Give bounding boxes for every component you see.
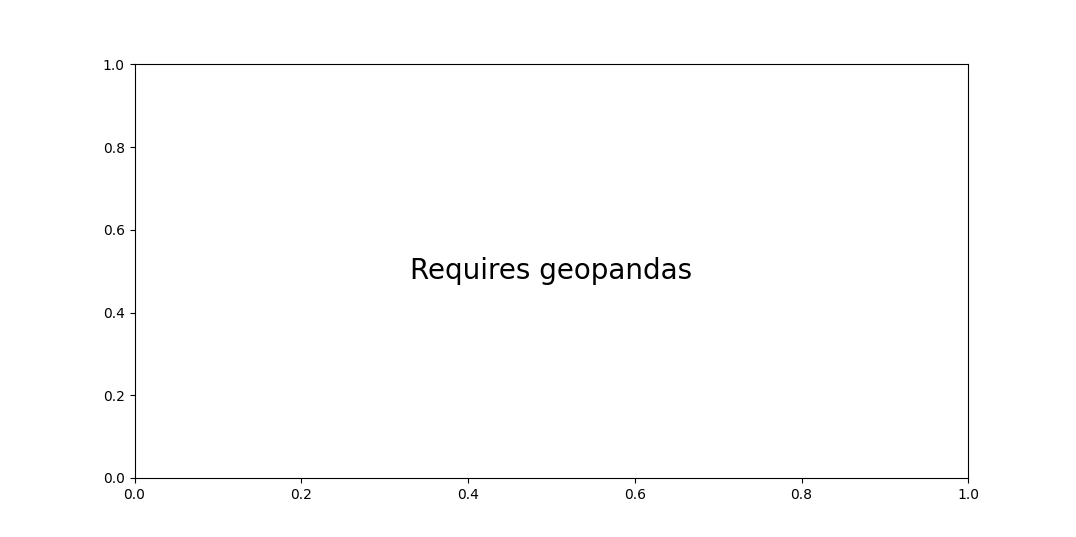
Text: Requires geopandas: Requires geopandas xyxy=(410,257,693,285)
